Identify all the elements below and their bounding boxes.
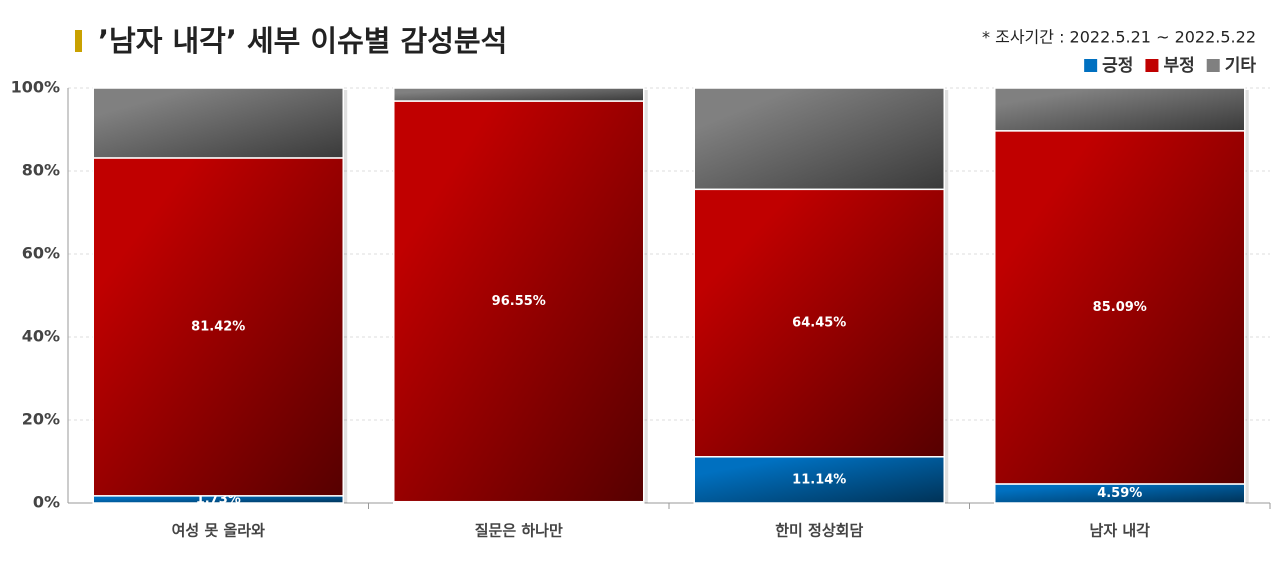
bar-segment [994, 87, 1246, 132]
bar-segment [92, 87, 344, 159]
y-tick-label: 100% [11, 78, 60, 97]
bar-segment [994, 130, 1246, 485]
x-tick-label: 한미 정상회담 [775, 522, 863, 540]
bar-segment [92, 157, 344, 497]
legend-swatch [1084, 59, 1098, 72]
data-label: 4.59% [1097, 486, 1142, 501]
x-tick-label: 질문은 하나만 [475, 522, 563, 540]
y-tick-label: 60% [22, 244, 60, 263]
y-tick-label: 0% [33, 493, 60, 512]
legend-label: 긍정 [1102, 56, 1133, 76]
legend-label: 기타 [1225, 56, 1257, 76]
y-tick-label: 80% [22, 161, 60, 180]
data-label: 85.09% [1093, 300, 1147, 315]
bar-segment [693, 188, 945, 458]
data-label: 96.55% [492, 294, 546, 309]
legend-swatch [1145, 59, 1159, 72]
bar-segment [693, 87, 945, 191]
chart-title: ’남자 내각’ 세부 이슈별 감성분석 [98, 24, 507, 58]
title-marker [75, 30, 82, 52]
x-tick-label: 남자 내각 [1090, 522, 1151, 540]
data-label: 64.45% [792, 316, 846, 331]
legend-swatch [1206, 59, 1220, 72]
y-tick-label: 40% [22, 327, 60, 346]
legend-label: 부정 [1163, 56, 1194, 76]
bar-segment [693, 456, 945, 504]
data-label: 81.42% [191, 319, 245, 334]
chart-subtitle: * 조사기간 : 2022.5.21 ~ 2022.5.22 [982, 28, 1256, 47]
x-tick-label: 여성 못 올라와 [172, 522, 265, 540]
data-label: 11.14% [792, 472, 846, 487]
y-tick-label: 20% [22, 410, 60, 429]
bar-segment [393, 87, 645, 102]
